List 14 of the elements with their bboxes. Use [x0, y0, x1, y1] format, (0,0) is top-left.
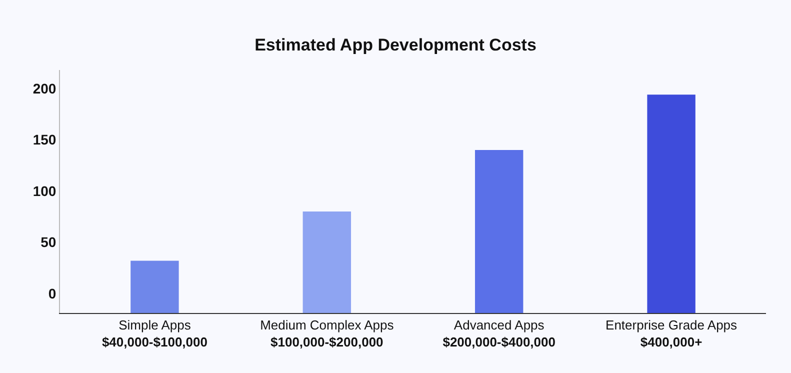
y-tick-label: 200 [32, 80, 56, 96]
y-tick-label: 150 [32, 132, 56, 148]
bar [474, 150, 524, 313]
y-tick-label: 0 [48, 285, 56, 302]
bar [647, 94, 696, 313]
x-tick-label: Advanced Apps $200,000-$400,000 [442, 318, 556, 350]
x-tick-label: Medium Complex Apps $100,000-$200,000 [260, 318, 394, 350]
bar [130, 260, 179, 313]
bar [302, 211, 352, 313]
chart-title: Estimated App Development Costs [254, 36, 536, 55]
y-tick-label: 100 [32, 182, 56, 199]
x-tick-label: Simple Apps $40,000-$100,000 [102, 318, 208, 350]
y-tick-label: 50 [40, 234, 56, 250]
x-tick-label: Enterprise Grade Apps $400,000+ [606, 318, 738, 350]
